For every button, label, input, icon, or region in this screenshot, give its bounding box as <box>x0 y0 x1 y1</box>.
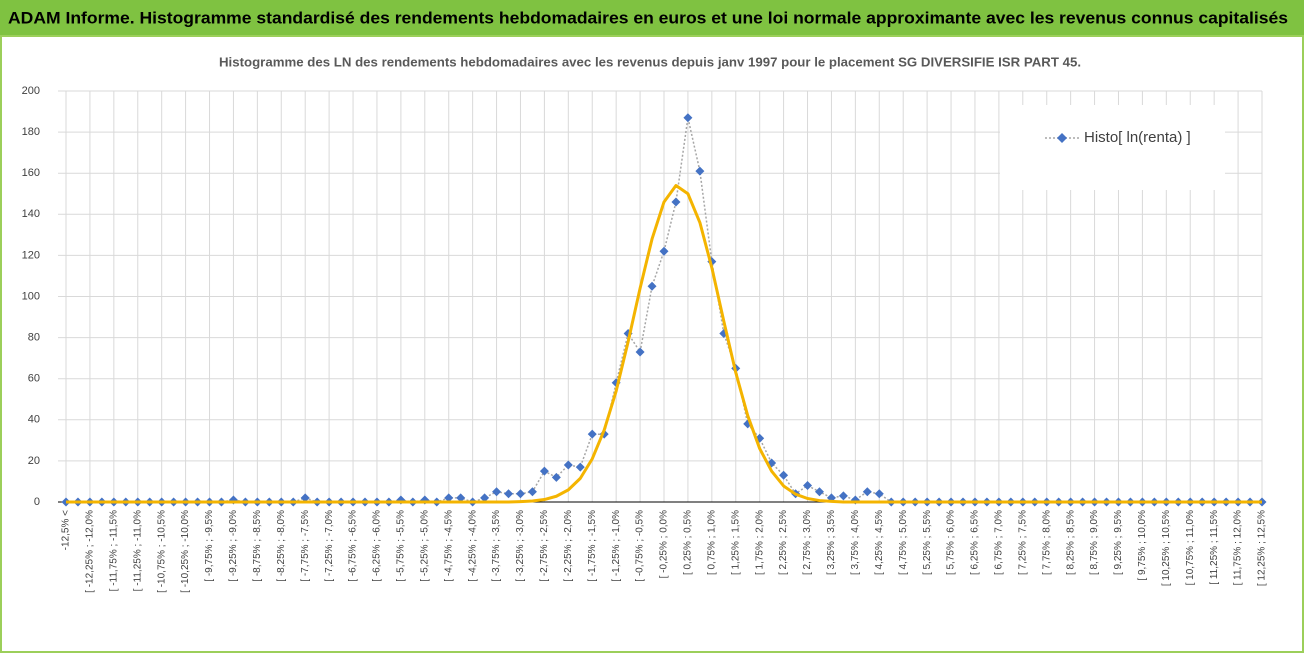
data-point <box>456 493 466 503</box>
x-tick-label: [ 11,25% ; 11,5% <box>1209 510 1220 585</box>
x-tick-label: [ -9,75% ; -9,5% <box>204 510 215 582</box>
data-point <box>504 489 514 499</box>
chart-frame <box>0 35 1304 653</box>
x-tick-label: [ 4,75% ; 5,0% <box>898 510 909 575</box>
x-tick-label: [ -4,25% ; -4,0% <box>467 510 478 582</box>
x-tick-label: [ 10,75% ; 11,0% <box>1185 510 1196 586</box>
x-tick-label: [ -0,75% ; -0,5% <box>635 510 646 582</box>
x-tick-label: [ 9,75% ; 10,0% <box>1137 510 1148 581</box>
x-tick-label: -12,5% < <box>61 510 72 550</box>
x-tick-label: [ -4,75% ; -4,5% <box>443 510 454 582</box>
x-tick-label: [ -1,75% ; -1,5% <box>587 510 598 582</box>
x-tick-label: [ 10,25% ; 10,5% <box>1161 510 1172 586</box>
data-point <box>659 246 669 256</box>
x-tick-label: [ 7,25% ; 7,5% <box>1017 510 1028 575</box>
legend-box <box>1000 105 1225 190</box>
y-tick-label: 140 <box>22 208 40 220</box>
data-point <box>587 429 597 439</box>
data-point <box>527 487 537 497</box>
chart-title: ADAM Informe. Histogramme standardisé de… <box>8 8 1288 27</box>
data-point <box>635 347 645 357</box>
x-tick-label: [ -11,75% ; -11,5% <box>108 510 119 591</box>
x-tick-label: [ 1,75% ; 2,0% <box>754 510 765 575</box>
x-tick-label: [ 2,75% ; 3,0% <box>802 510 813 575</box>
data-point <box>683 113 693 123</box>
data-point <box>803 481 813 491</box>
x-tick-label: [ 5,25% ; 5,5% <box>922 510 933 575</box>
data-point <box>814 487 824 497</box>
legend-marker <box>1057 133 1067 143</box>
header-band <box>0 0 1304 36</box>
x-tick-label: [ -6,75% ; -6,5% <box>348 510 359 582</box>
data-point <box>515 489 525 499</box>
data-point <box>647 281 657 291</box>
x-tick-label: [ 4,25% ; 4,5% <box>874 510 885 575</box>
x-tick-label: [ 2,25% ; 2,5% <box>778 510 789 575</box>
data-point <box>563 460 573 470</box>
x-tick-label: [ 5,75% ; 6,0% <box>946 510 957 575</box>
y-tick-label: 40 <box>28 414 40 426</box>
chart-subtitle: Histogramme des LN des rendements hebdom… <box>219 54 1081 69</box>
x-tick-label: [ 6,75% ; 7,0% <box>994 510 1005 575</box>
x-tick-label: [ 0,75% ; 1,0% <box>706 510 717 575</box>
data-point <box>779 470 789 480</box>
x-tick-label: [ 0,25% ; 0,5% <box>683 510 694 575</box>
legend-label: Histo[ ln(renta) ] <box>1084 129 1191 146</box>
x-tick-label: [ 11,75% ; 12,0% <box>1233 510 1244 586</box>
y-tick-label: 200 <box>22 85 40 97</box>
data-point <box>444 493 454 503</box>
x-tick-label: [ -8,75% ; -8,5% <box>252 510 263 582</box>
x-tick-label: [ -2,25% ; -2,0% <box>563 510 574 582</box>
x-tick-label: [ 3,25% ; 3,5% <box>826 510 837 575</box>
normal-curve <box>66 184 1262 504</box>
data-point <box>862 487 872 497</box>
data-point <box>874 489 884 499</box>
x-tick-label: [ -5,75% ; -5,5% <box>396 510 407 582</box>
x-tick-label: [ 8,75% ; 9,0% <box>1089 510 1100 575</box>
data-point <box>480 493 490 503</box>
data-point <box>671 197 681 207</box>
y-tick-label: 60 <box>28 373 40 385</box>
x-tick-label: [ -12,25% ; -12,0% <box>85 510 96 593</box>
y-tick-label: 80 <box>28 332 40 344</box>
x-tick-label: [ -8,25% ; -8,0% <box>276 510 287 582</box>
x-tick-label: [ 7,75% ; 8,0% <box>1041 510 1052 575</box>
x-tick-label: [ -2,75% ; -2,5% <box>539 510 550 582</box>
x-tick-label: [ -0,25% ; 0,0% <box>659 510 670 578</box>
x-tick-label: [ 6,25% ; 6,5% <box>970 510 981 575</box>
x-tick-label: [ -3,25% ; -3,0% <box>515 510 526 582</box>
y-tick-label: 120 <box>22 249 40 261</box>
x-tick-label: [ -1,25% ; -1,0% <box>611 510 622 582</box>
x-tick-label: [ -3,75% ; -3,5% <box>491 510 502 582</box>
x-tick-label: [ 12,25% ; 12,5% <box>1257 510 1268 586</box>
data-point <box>492 487 502 497</box>
y-tick-label: 180 <box>22 126 40 138</box>
x-tick-label: [ -10,75% ; -10,5% <box>156 510 167 593</box>
y-tick-label: 20 <box>28 455 40 467</box>
x-tick-label: [ 3,75% ; 4,0% <box>850 510 861 575</box>
x-tick-label: [ -10,25% ; -10,0% <box>180 510 191 593</box>
data-point <box>838 491 848 501</box>
x-tick-label: [ -11,25% ; -11,0% <box>132 510 143 591</box>
data-point <box>539 466 549 476</box>
data-point <box>695 166 705 176</box>
x-tick-label: [ 1,25% ; 1,5% <box>730 510 741 575</box>
x-tick-label: [ 8,25% ; 8,5% <box>1065 510 1076 575</box>
x-tick-label: [ -6,25% ; -6,0% <box>372 510 383 582</box>
x-tick-label: [ -9,25% ; -9,0% <box>228 510 239 582</box>
data-point <box>551 472 561 482</box>
x-tick-label: [ -5,25% ; -5,0% <box>419 510 430 582</box>
x-tick-label: [ -7,75% ; -7,5% <box>300 510 311 582</box>
x-tick-label: [ 9,25% ; 9,5% <box>1113 510 1124 575</box>
x-tick-label: [ -7,25% ; -7,0% <box>324 510 335 582</box>
data-point <box>300 493 310 503</box>
data-point <box>575 462 585 472</box>
y-tick-label: 160 <box>22 167 40 179</box>
y-tick-label: 100 <box>22 290 40 302</box>
y-tick-label: 0 <box>34 496 40 508</box>
